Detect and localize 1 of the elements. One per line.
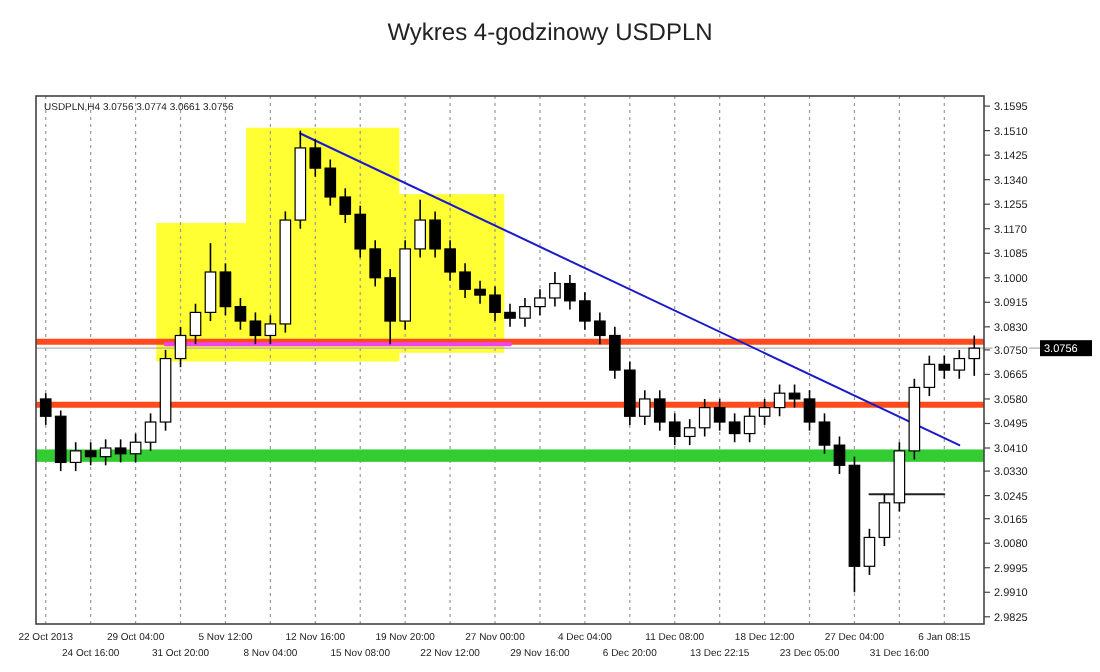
chart-title: Wykres 4-godzinowy USDPLN — [387, 18, 713, 46]
